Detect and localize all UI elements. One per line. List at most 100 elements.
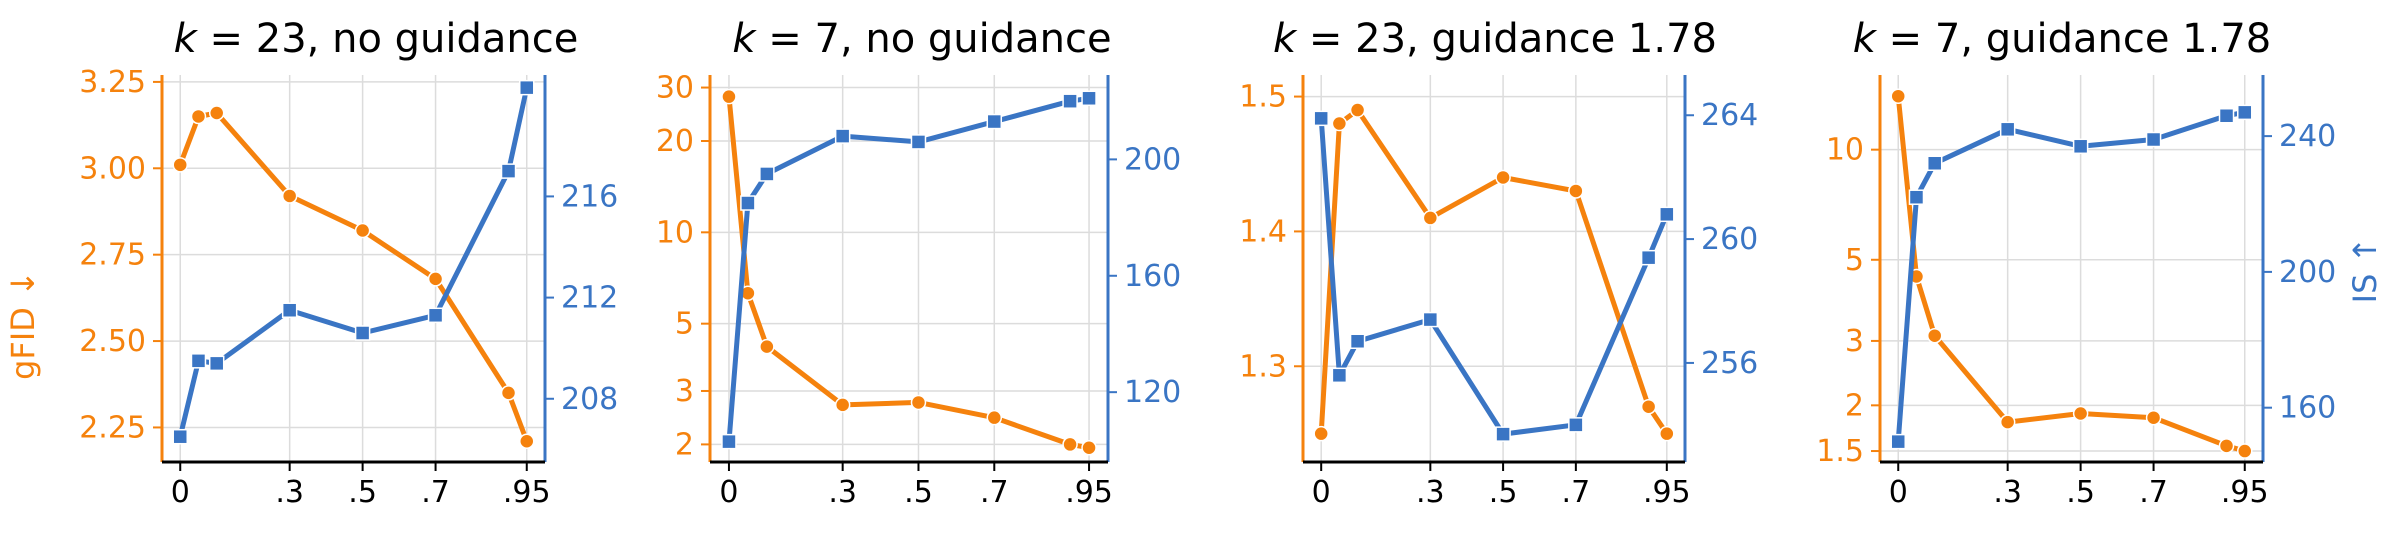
panel-3-is-point-0 xyxy=(1313,110,1329,127)
panel-4-gfid-point-4 xyxy=(2072,405,2089,422)
panel-2-ltick-label-0: 2 xyxy=(675,427,694,462)
panel-4-gfid-point-7 xyxy=(2237,443,2253,459)
panel-3-gfid-point-2 xyxy=(1349,102,1366,118)
panel-2-gfid-point-4 xyxy=(910,394,927,411)
panel-1-xtick-label-4: .95 xyxy=(503,475,551,510)
panel-2-ltick-label-4: 20 xyxy=(656,124,694,159)
panel-4-xtick-label-4: .95 xyxy=(2221,475,2269,510)
panel-3-gfid-point-4 xyxy=(1495,169,1511,186)
panel-1-is-point-0 xyxy=(172,428,188,445)
panel-4-gfid-point-2 xyxy=(1926,327,1943,344)
panel-1-gfid-point-4 xyxy=(354,222,371,239)
panel-2-is-point-0 xyxy=(721,433,737,450)
panel-3: k = 23, guidance 1.78 0 .3 .5 .7 .95 1.3 1.4 1.… xyxy=(1239,16,1758,510)
panel-2-is-point-5 xyxy=(986,113,1003,130)
panel-3-xtick-label-2: .5 xyxy=(1489,475,1518,510)
left-axis-label: gFID ↓ xyxy=(4,270,42,380)
panel-2-xtick-label-0: 0 xyxy=(719,475,738,510)
panel-1-gfid-point-3 xyxy=(281,188,298,204)
panel-4-ltick-label-0: 1.5 xyxy=(1816,434,1864,469)
panel-4: k = 7, guidance 1.78 0 .3 .5 .7 .95 1.5 2 3 5 10 1… xyxy=(1816,16,2336,510)
panel-2-gfid-point-0 xyxy=(721,88,737,105)
panel-2-is-point-2 xyxy=(759,166,775,182)
panel-4-ltick-label-3: 5 xyxy=(1845,243,1864,278)
panel-2-gfid-point-2 xyxy=(759,338,775,355)
panel-4-is-point-2 xyxy=(1926,155,1943,172)
panel-1-gfid-line xyxy=(177,110,530,443)
panel-2-ltick-label-1: 3 xyxy=(675,374,694,409)
panel-2-ltick-label-3: 10 xyxy=(656,215,694,250)
panel-2: k = 7, no guidance 0 .3 .5 .7 .95 2 3 5 10 20 30 12… xyxy=(656,16,1181,510)
panel-4-is-point-1 xyxy=(1908,189,1925,205)
panel-3-gfid-point-5 xyxy=(1568,183,1584,199)
panel-1-gfid-point-0 xyxy=(172,157,188,173)
panel-1-xtick-label-2: .5 xyxy=(348,475,377,510)
panel-1-gfid-point-5 xyxy=(427,271,444,287)
panel-2-is-point-3 xyxy=(834,128,851,144)
panel-1-is-point-5 xyxy=(427,307,444,324)
panel-3-title: k = 23, guidance 1.78 xyxy=(1273,16,1717,62)
panel-2-is-point-7 xyxy=(1081,90,1097,107)
panel-3-rtick-label-2: 264 xyxy=(1701,98,1758,133)
panel-3-xtick-label-3: .7 xyxy=(1562,475,1591,510)
panel-2-xtick-label-3: .7 xyxy=(980,475,1009,510)
panel-3-gfid-point-0 xyxy=(1313,425,1329,442)
panel-2-rtick-label-0: 120 xyxy=(1124,375,1181,410)
panel-4-xtick-label-0: 0 xyxy=(1889,475,1908,510)
panel-3-gfid-point-3 xyxy=(1422,210,1439,226)
panel-1-title: k = 23, no guidance xyxy=(174,16,579,62)
panel-4-rtick-label-1: 200 xyxy=(2279,255,2336,290)
panel-4-ltick-label-2: 3 xyxy=(1845,324,1864,359)
panel-3-is-point-6 xyxy=(1640,249,1657,266)
panel-1-gfid-point-6 xyxy=(500,385,517,401)
panel-4-is-point-7 xyxy=(2237,104,2253,121)
panel-4-is-point-0 xyxy=(1890,433,1906,450)
panel-3-gfid-point-7 xyxy=(1659,425,1675,442)
panel-1-gfid-point-7 xyxy=(519,433,535,450)
panel-2-gfid-point-3 xyxy=(834,397,851,413)
panel-1-xtick-label-3: .7 xyxy=(421,475,450,510)
panel-2-rtick-label-1: 160 xyxy=(1124,259,1181,294)
panel-1-ltick-label-1: 2.50 xyxy=(79,324,146,359)
panel-2-xtick-label-4: .95 xyxy=(1065,475,1113,510)
panel-1-ltick-label-2: 2.75 xyxy=(79,238,146,273)
panel-3-xtick-label-4: .95 xyxy=(1643,475,1691,510)
panel-2-rtick-label-2: 200 xyxy=(1124,142,1181,177)
panel-1-is-line xyxy=(177,87,530,438)
panel-2-gfid-point-6 xyxy=(1062,436,1078,453)
panel-2-is-point-4 xyxy=(910,134,927,150)
panel-3-is-point-3 xyxy=(1422,311,1439,328)
panel-3-is-point-2 xyxy=(1349,333,1366,350)
panel-1-ltick-label-4: 3.25 xyxy=(79,65,146,100)
panel-2-is-line xyxy=(726,95,1090,442)
panel-1-is-point-7 xyxy=(519,79,535,96)
panel-1-is-point-4 xyxy=(354,325,371,341)
panel-4-is-point-6 xyxy=(2218,107,2235,124)
panel-4-is-point-5 xyxy=(2145,131,2162,148)
panel-1-is-point-3 xyxy=(281,302,298,318)
panel-3-ltick-label-1: 1.4 xyxy=(1239,214,1287,249)
panel-4-gfid-point-5 xyxy=(2145,409,2162,426)
panel-4-ltick-label-4: 10 xyxy=(1826,133,1864,168)
panel-4-rtick-label-0: 160 xyxy=(2279,391,2336,426)
panel-4-xtick-label-3: .7 xyxy=(2139,475,2168,510)
panel-2-is-point-6 xyxy=(1062,93,1078,109)
panel-2-title: k = 7, no guidance xyxy=(732,16,1111,62)
panel-3-ltick-label-2: 1.5 xyxy=(1239,80,1287,115)
panel-1-gfid-point-2 xyxy=(208,105,225,121)
panel-1-rtick-label-1: 212 xyxy=(561,281,618,316)
panel-4-rtick-label-2: 240 xyxy=(2279,119,2336,154)
panel-1: k = 23, no guidance 0 .3 .5 .7 .95 2.25 2.50 2.… xyxy=(79,16,618,510)
panel-2-xtick-label-1: .3 xyxy=(828,475,857,510)
panel-2-ltick-label-2: 5 xyxy=(675,307,694,342)
panel-2-ltick-label-5: 30 xyxy=(656,71,694,106)
panel-3-gfid-point-1 xyxy=(1331,115,1348,132)
panel-1-xtick-label-1: .3 xyxy=(275,475,304,510)
panel-4-is-point-4 xyxy=(2072,138,2089,155)
panel-3-ltick-label-0: 1.3 xyxy=(1239,349,1287,384)
panel-3-is-line xyxy=(1318,118,1670,437)
panel-3-is-point-5 xyxy=(1568,417,1584,433)
panel-3-gfid-point-6 xyxy=(1640,398,1657,415)
panel-3-gfid-line xyxy=(1318,107,1669,436)
